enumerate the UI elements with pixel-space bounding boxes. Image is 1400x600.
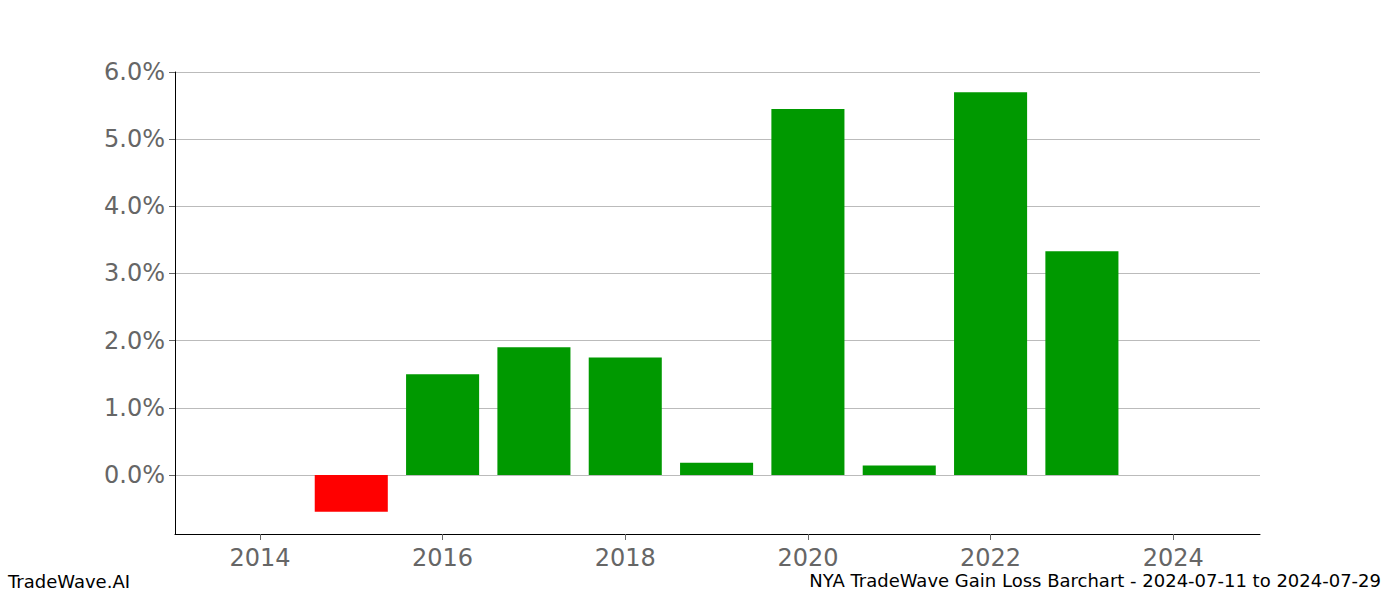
svg-text:3.0%: 3.0% — [104, 259, 165, 287]
svg-text:2016: 2016 — [412, 544, 473, 572]
svg-text:2014: 2014 — [229, 544, 290, 572]
svg-text:NYA TradeWave Gain Loss Barcha: NYA TradeWave Gain Loss Barchart - 2024-… — [809, 570, 1381, 591]
svg-text:2.0%: 2.0% — [104, 327, 165, 355]
svg-text:2020: 2020 — [777, 544, 838, 572]
svg-text:5.0%: 5.0% — [104, 125, 165, 153]
svg-text:6.0%: 6.0% — [104, 58, 165, 86]
svg-text:1.0%: 1.0% — [104, 394, 165, 422]
svg-text:2022: 2022 — [960, 544, 1021, 572]
svg-text:2024: 2024 — [1143, 544, 1204, 572]
svg-text:2018: 2018 — [595, 544, 656, 572]
svg-text:4.0%: 4.0% — [104, 192, 165, 220]
svg-text:0.0%: 0.0% — [104, 461, 165, 489]
svg-text:TradeWave.AI: TradeWave.AI — [7, 571, 130, 592]
